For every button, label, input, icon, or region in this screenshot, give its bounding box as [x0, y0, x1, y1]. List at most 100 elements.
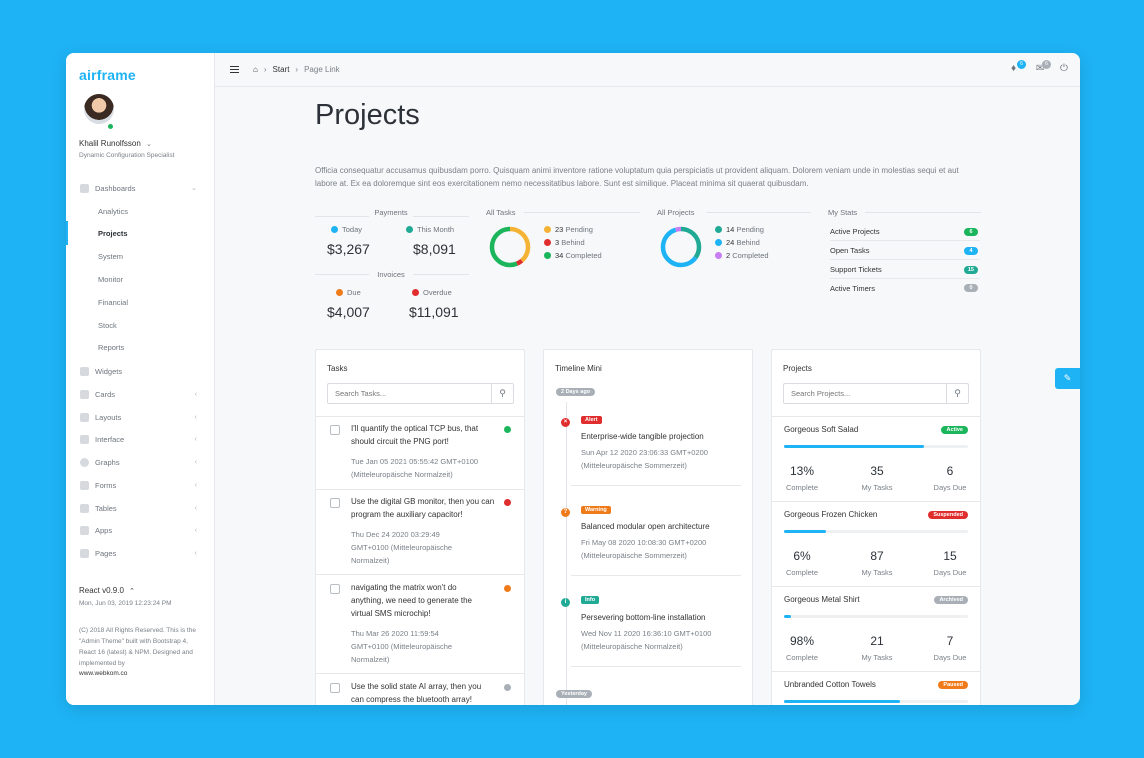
sidebar-item-apps[interactable]: Apps ‹ [66, 521, 215, 539]
sidebar-item-widgets[interactable]: Widgets [66, 362, 215, 380]
progress-bar [784, 700, 968, 703]
my-stats-heading: My Stats [828, 208, 858, 217]
task-text: Use the solid state AI array, then you c… [351, 682, 482, 704]
divider [524, 212, 640, 213]
count-badge: 6 [964, 227, 978, 236]
task-text: I'll quantify the optical TCP bus, that … [351, 424, 479, 446]
sidebar-item-pages[interactable]: Pages ‹ [66, 544, 215, 562]
avatar[interactable] [84, 94, 114, 124]
task-date: Thu Mar 26 2020 11:59:54 GMT+0100 (Mitte… [351, 629, 453, 664]
legend-completed: 2 Completed [715, 249, 769, 262]
app-window: airframe Khalil Runolfsson ⌄ Dynamic Con… [66, 53, 1080, 705]
version-dropdown[interactable]: React v0.9.0 ⌃ [79, 586, 135, 595]
status-badge: Paused [938, 681, 968, 689]
invoices-overdue-label: Overdue [412, 288, 452, 297]
bell-icon[interactable]: ♦ [1011, 63, 1017, 74]
chevron-left-icon: ‹ [194, 481, 197, 489]
project-name: Gorgeous Metal Shirt [784, 595, 860, 604]
sidebar-item-financial[interactable]: Financial [98, 298, 129, 307]
search-icon[interactable]: ⚲ [946, 384, 968, 403]
topbar: ⌂ › Start › Page Link ♦ 6 ✉ 6 ⏻ [215, 53, 1080, 87]
sidebar-item-monitor[interactable]: Monitor [98, 275, 124, 284]
divider [315, 216, 369, 217]
sidebar-item-label: Widgets [95, 366, 123, 376]
timeline-date: Sun Apr 12 2020 23:06:33 GMT+0200 (Mitte… [581, 448, 708, 470]
sidebar-item-layouts[interactable]: Layouts ‹ [66, 408, 215, 426]
search-icon[interactable]: ⚲ [491, 384, 513, 403]
divider [772, 671, 980, 672]
sidebar-item-tables[interactable]: Tables ‹ [66, 499, 215, 517]
projects-search-input[interactable] [784, 384, 946, 403]
legend-dot [406, 226, 413, 233]
project-tasks: 35 My Tasks [861, 464, 893, 492]
layout-icon [80, 412, 89, 422]
sidebar-item-dashboards[interactable]: Dashboards ⌄ [66, 179, 215, 197]
timeline-date: Wed Nov 11 2020 16:36:10 GMT+0100 (Mitte… [581, 629, 712, 651]
timeline-date: Fri May 08 2020 10:08:30 GMT+0200 (Mitte… [581, 538, 707, 560]
tasks-card: Tasks ⚲ I'll quantify the optical TCP bu… [315, 349, 525, 705]
project-item[interactable]: Gorgeous Metal Shirt Archived 98% Complet… [772, 586, 980, 671]
sidebar-item-cards[interactable]: Cards ‹ [66, 385, 215, 403]
sidebar: airframe Khalil Runolfsson ⌄ Dynamic Con… [66, 53, 215, 705]
all-tasks-legend: 23 Pending 3 Behind 34 Completed [544, 223, 602, 262]
breadcrumb-start[interactable]: Start [272, 65, 290, 74]
project-item[interactable]: Unbranded Cotton Towels Paused [772, 671, 980, 705]
divider [571, 485, 741, 486]
user-name-dropdown[interactable]: Khalil Runolfsson ⌄ [79, 139, 152, 148]
task-checkbox[interactable] [330, 683, 340, 693]
my-stats-row[interactable]: Active Projects 6 [830, 223, 980, 241]
breadcrumb-page-link[interactable]: Page Link [304, 65, 340, 74]
mail-icon[interactable]: ✉ [1036, 63, 1045, 74]
divider [315, 274, 369, 275]
divider [865, 212, 981, 213]
my-stats-row[interactable]: Active Timers 0 [830, 279, 980, 297]
brand-logo[interactable]: airframe [79, 67, 136, 83]
cards-icon [80, 389, 89, 399]
tasks-search-input[interactable] [328, 384, 491, 403]
all-projects-donut-chart [660, 226, 702, 268]
projects-search: ⚲ [783, 383, 969, 404]
version-label: React v0.9.0 [79, 586, 124, 595]
task-checkbox[interactable] [330, 425, 340, 435]
author-link[interactable]: www.webkom.co [79, 670, 128, 677]
home-icon[interactable]: ⌂ [253, 65, 258, 74]
legend-dot [544, 252, 551, 259]
sidebar-item-reports[interactable]: Reports [98, 343, 125, 352]
sidebar-item-analytics[interactable]: Analytics [98, 207, 129, 216]
divider [316, 489, 524, 490]
sidebar-item-system[interactable]: System [98, 252, 124, 261]
online-status-indicator [107, 123, 114, 130]
all-tasks-heading: All Tasks [486, 208, 516, 217]
divider [413, 216, 469, 217]
sidebar-item-label: Apps [95, 525, 113, 535]
sidebar-item-graphs[interactable]: Graphs ‹ [66, 453, 215, 471]
copy-icon [80, 548, 89, 558]
payments-month-value: $8,091 [413, 241, 456, 257]
my-stats-row[interactable]: Support Tickets 15 [830, 261, 980, 279]
sidebar-item-projects[interactable]: Projects [98, 229, 128, 238]
menu-toggle-icon[interactable] [230, 66, 239, 73]
divider [316, 416, 524, 417]
timeline-card: Timeline Mini 2 Days ago × Alert Enterpr… [543, 349, 753, 705]
project-complete: 13% Complete [785, 464, 819, 492]
chevron-left-icon: ‹ [194, 458, 197, 466]
invoices-due-value: $4,007 [327, 304, 370, 320]
legend-behind: 24 Behind [715, 236, 769, 249]
project-days-due: 6 Days Due [933, 464, 967, 492]
my-stats-label: Active Timers [830, 283, 876, 293]
task-checkbox[interactable] [330, 584, 340, 594]
timeline-line [566, 402, 567, 705]
my-stats-row[interactable]: Open Tasks 4 [830, 242, 980, 260]
theme-customizer-button[interactable]: ✎ [1055, 368, 1080, 389]
sidebar-item-stock[interactable]: Stock [98, 321, 117, 330]
project-item[interactable]: Gorgeous Frozen Chicken Suspended 6% Comp… [772, 501, 980, 586]
project-days-due: 7 Days Due [933, 634, 967, 662]
power-icon[interactable]: ⏻ [1060, 63, 1068, 74]
timeline-title: Persevering bottom-line installation [581, 613, 706, 622]
sidebar-item-interface[interactable]: Interface ‹ [66, 430, 215, 448]
sidebar-item-forms[interactable]: Forms ‹ [66, 476, 215, 494]
project-item[interactable]: Gorgeous Soft Salad Active 13% Complete 3… [772, 416, 980, 501]
legend-dot [715, 252, 722, 259]
page-title: Projects [315, 99, 420, 131]
task-checkbox[interactable] [330, 498, 340, 508]
